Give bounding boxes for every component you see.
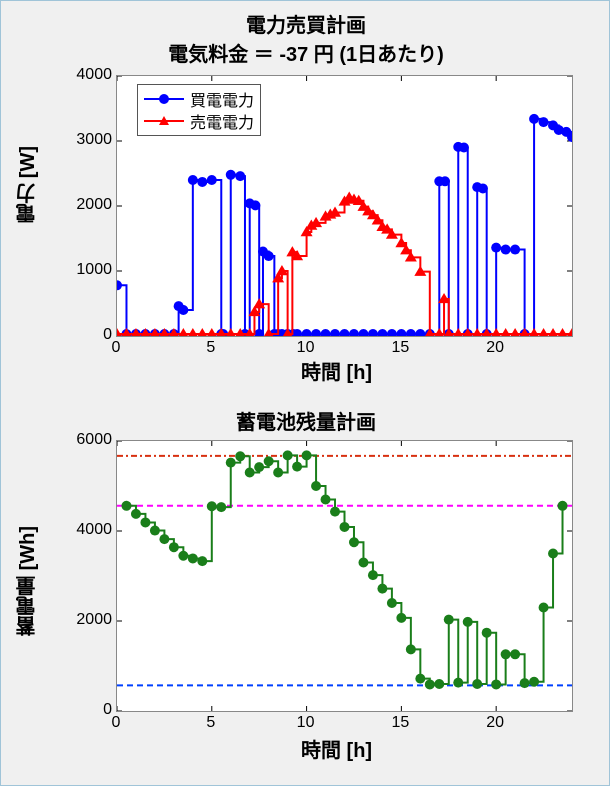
bottom-ytick: 2000 [72,611,112,629]
top-ytick: 3000 [72,131,112,149]
top-ytick: 1000 [72,261,112,279]
legend-label-sell: 売電電力 [190,109,254,133]
bottom-x-label: 時間 [h] [301,734,372,763]
legend-label-buy: 買電電力 [190,87,254,111]
top-xtick: 5 [206,339,215,357]
bottom-xtick: 10 [297,714,315,732]
top-xtick: 0 [112,339,121,357]
top-y-label: 電力 [W] [13,146,42,224]
bottom-ytick: 0 [99,701,112,719]
bottom-ytick: 6000 [72,431,112,449]
top-xtick: 15 [391,339,409,357]
top-ytick: 4000 [72,66,112,84]
bottom-chart-area [116,440,573,712]
top-title-line1: 電力売買計画 [246,15,366,37]
top-chart-area: 買電電力 売電電力 [116,75,573,337]
top-xtick: 10 [297,339,315,357]
bottom-y-label: 蓄電量 [Wh] [13,526,42,636]
bottom-chart-block: 蓄電池残量計画 蓄電量 [Wh] 05101520 0200040006000 … [1,401,610,712]
bottom-xtick: 20 [486,714,504,732]
figure-container: 電力売買計画 電気料金 ＝ -37 円 (1日あたり) 電力 [W] 買電電力 … [0,0,610,786]
legend-swatch-buy [144,91,184,107]
bottom-ytick: 4000 [72,521,112,539]
top-title-line2: 電気料金 ＝ -37 円 (1日あたり) [168,44,444,66]
bottom-title: 蓄電池残量計画 [236,412,376,434]
bottom-xtick: 5 [206,714,215,732]
top-chart-title: 電力売買計画 電気料金 ＝ -37 円 (1日あたり) [1,9,610,67]
legend-swatch-sell [144,113,184,129]
bottom-chart-svg [117,441,572,711]
bottom-xtick: 15 [391,714,409,732]
top-ytick: 0 [99,326,112,344]
legend-row-sell: 売電電力 [144,110,254,132]
top-legend: 買電電力 売電電力 [137,84,261,136]
top-x-label: 時間 [h] [301,356,372,385]
top-xtick: 20 [486,339,504,357]
top-ytick: 2000 [72,196,112,214]
bottom-xtick: 0 [112,714,121,732]
top-chart-block: 電力売買計画 電気料金 ＝ -37 円 (1日あたり) 電力 [W] 買電電力 … [1,1,610,337]
legend-row-buy: 買電電力 [144,88,254,110]
